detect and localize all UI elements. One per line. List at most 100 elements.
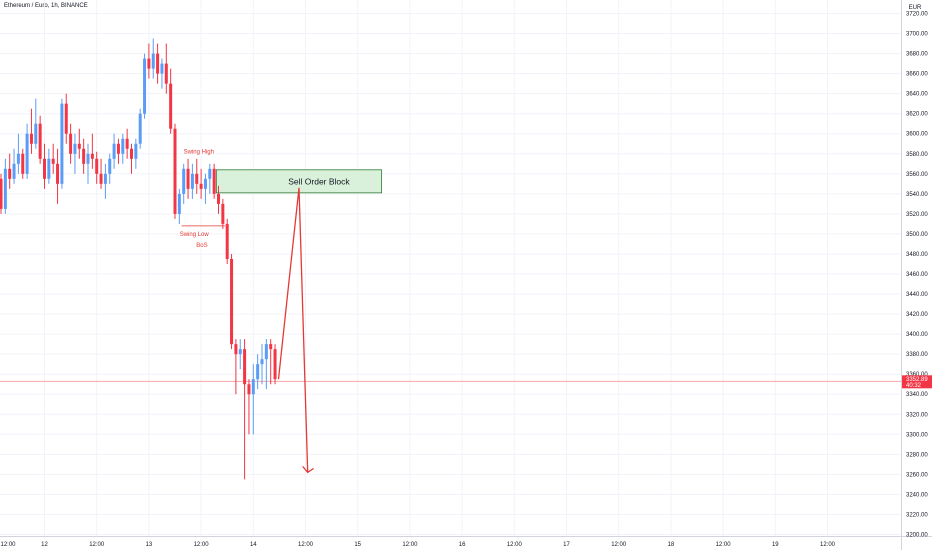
y-tick-label: 3240.00 (906, 492, 928, 498)
y-tick-label: 3260.00 (906, 472, 928, 478)
candle-body (130, 148, 133, 159)
candle-body (269, 344, 273, 350)
x-tick-label: 16 (459, 542, 466, 548)
y-tick-label: 3700.00 (906, 32, 928, 38)
candle-body (160, 63, 164, 74)
candle-body (90, 153, 94, 159)
last-price-tag-bg (902, 375, 932, 389)
candle-body (73, 143, 77, 154)
candle-body (199, 183, 203, 189)
y-tick-label: 3680.00 (906, 52, 928, 58)
candle-body (247, 384, 251, 395)
candle-body (38, 123, 42, 159)
candle-body (21, 153, 25, 174)
x-tick-label: 12:00 (402, 542, 418, 548)
y-tick-label: 3540.00 (906, 192, 928, 198)
chart-title: Ethereum / Euro, 1h, BINANCE (4, 3, 88, 9)
candle-body (116, 143, 120, 154)
candle-body (8, 168, 12, 179)
x-tick-label: 19 (772, 542, 779, 548)
candle-body (34, 123, 38, 144)
y-tick-label: 3660.00 (906, 72, 928, 78)
candle-body (177, 193, 181, 214)
x-tick-label: 18 (668, 542, 675, 548)
candle-body (16, 153, 20, 164)
x-tick-label: 12:00 (611, 542, 627, 548)
candle-body (208, 168, 212, 179)
y-tick-label: 3620.00 (906, 112, 928, 118)
x-tick-label: 12:00 (0, 542, 16, 548)
candle-body (29, 133, 33, 144)
candle-body (221, 203, 225, 224)
candle-body (112, 143, 116, 159)
candle-body (195, 173, 199, 184)
y-tick-label: 3720.00 (906, 12, 928, 18)
x-tick-label: 12:00 (298, 542, 314, 548)
candles (0, 38, 277, 480)
candle-body (173, 128, 177, 214)
last-price-value: 3352.89 (906, 377, 928, 383)
candle-body (86, 153, 90, 164)
time-axis: 12:00 12 12:00 13 12:00 14 12:00 15 12:00 16 12:00… (0, 542, 835, 548)
y-tick-label: 3380.00 (906, 352, 928, 358)
candle-body (69, 133, 73, 154)
candle-body (60, 103, 64, 184)
candle-body (95, 158, 99, 174)
x-tick-label: 14 (250, 542, 257, 548)
candle-body (43, 158, 46, 179)
bos-label: BoS (196, 243, 207, 249)
y-tick-label: 3320.00 (906, 412, 928, 418)
y-tick-label: 3340.00 (906, 392, 928, 398)
candle-body (103, 173, 107, 184)
candle-body (64, 103, 68, 134)
y-tick-label: 3360.00 (906, 372, 928, 378)
candle-body (273, 349, 277, 380)
y-tick-label: 3640.00 (906, 92, 928, 98)
candle-body (256, 364, 260, 380)
candle-body (47, 158, 51, 179)
candle-body (138, 113, 142, 144)
y-tick-label: 3280.00 (906, 452, 928, 458)
x-tick-label: 15 (354, 542, 361, 548)
candle-body (108, 158, 112, 174)
candle-body (12, 163, 16, 179)
x-tick-label: 17 (563, 542, 570, 548)
candle-body (182, 168, 186, 194)
candle-body (212, 168, 216, 194)
candle-body (234, 344, 238, 355)
candle-body (164, 63, 168, 84)
candle-body (186, 168, 190, 189)
candle-body (121, 138, 125, 154)
candle-body (0, 178, 3, 209)
candle-body (51, 158, 55, 164)
y-tick-label: 3560.00 (906, 172, 928, 178)
candle-body (99, 173, 103, 184)
projection-arrow-line (277, 187, 309, 473)
candle-body (82, 148, 86, 164)
currency-label: EUR (909, 5, 922, 11)
x-tick-label: 12:00 (716, 542, 732, 548)
y-tick-label: 3400.00 (906, 332, 928, 338)
candle-body (264, 344, 268, 360)
candle-body (260, 359, 264, 365)
candle-body (156, 53, 160, 74)
candle-body (230, 258, 234, 345)
y-tick-label: 3440.00 (906, 292, 928, 298)
swing-low-label: Swing Low (180, 232, 210, 238)
x-tick-label: 12:00 (507, 542, 523, 548)
y-tick-label: 3520.00 (906, 212, 928, 218)
x-tick-label: 13 (146, 542, 153, 548)
candle-body (203, 178, 207, 189)
candle-body (243, 349, 247, 385)
y-tick-label: 3420.00 (906, 312, 928, 318)
y-tick-label: 3200.00 (906, 533, 928, 539)
order-block-label: Sell Order Block (288, 176, 350, 186)
candle-body (251, 379, 255, 395)
candle-body (151, 53, 155, 69)
candle-body (169, 83, 173, 129)
candle-body (56, 163, 60, 184)
